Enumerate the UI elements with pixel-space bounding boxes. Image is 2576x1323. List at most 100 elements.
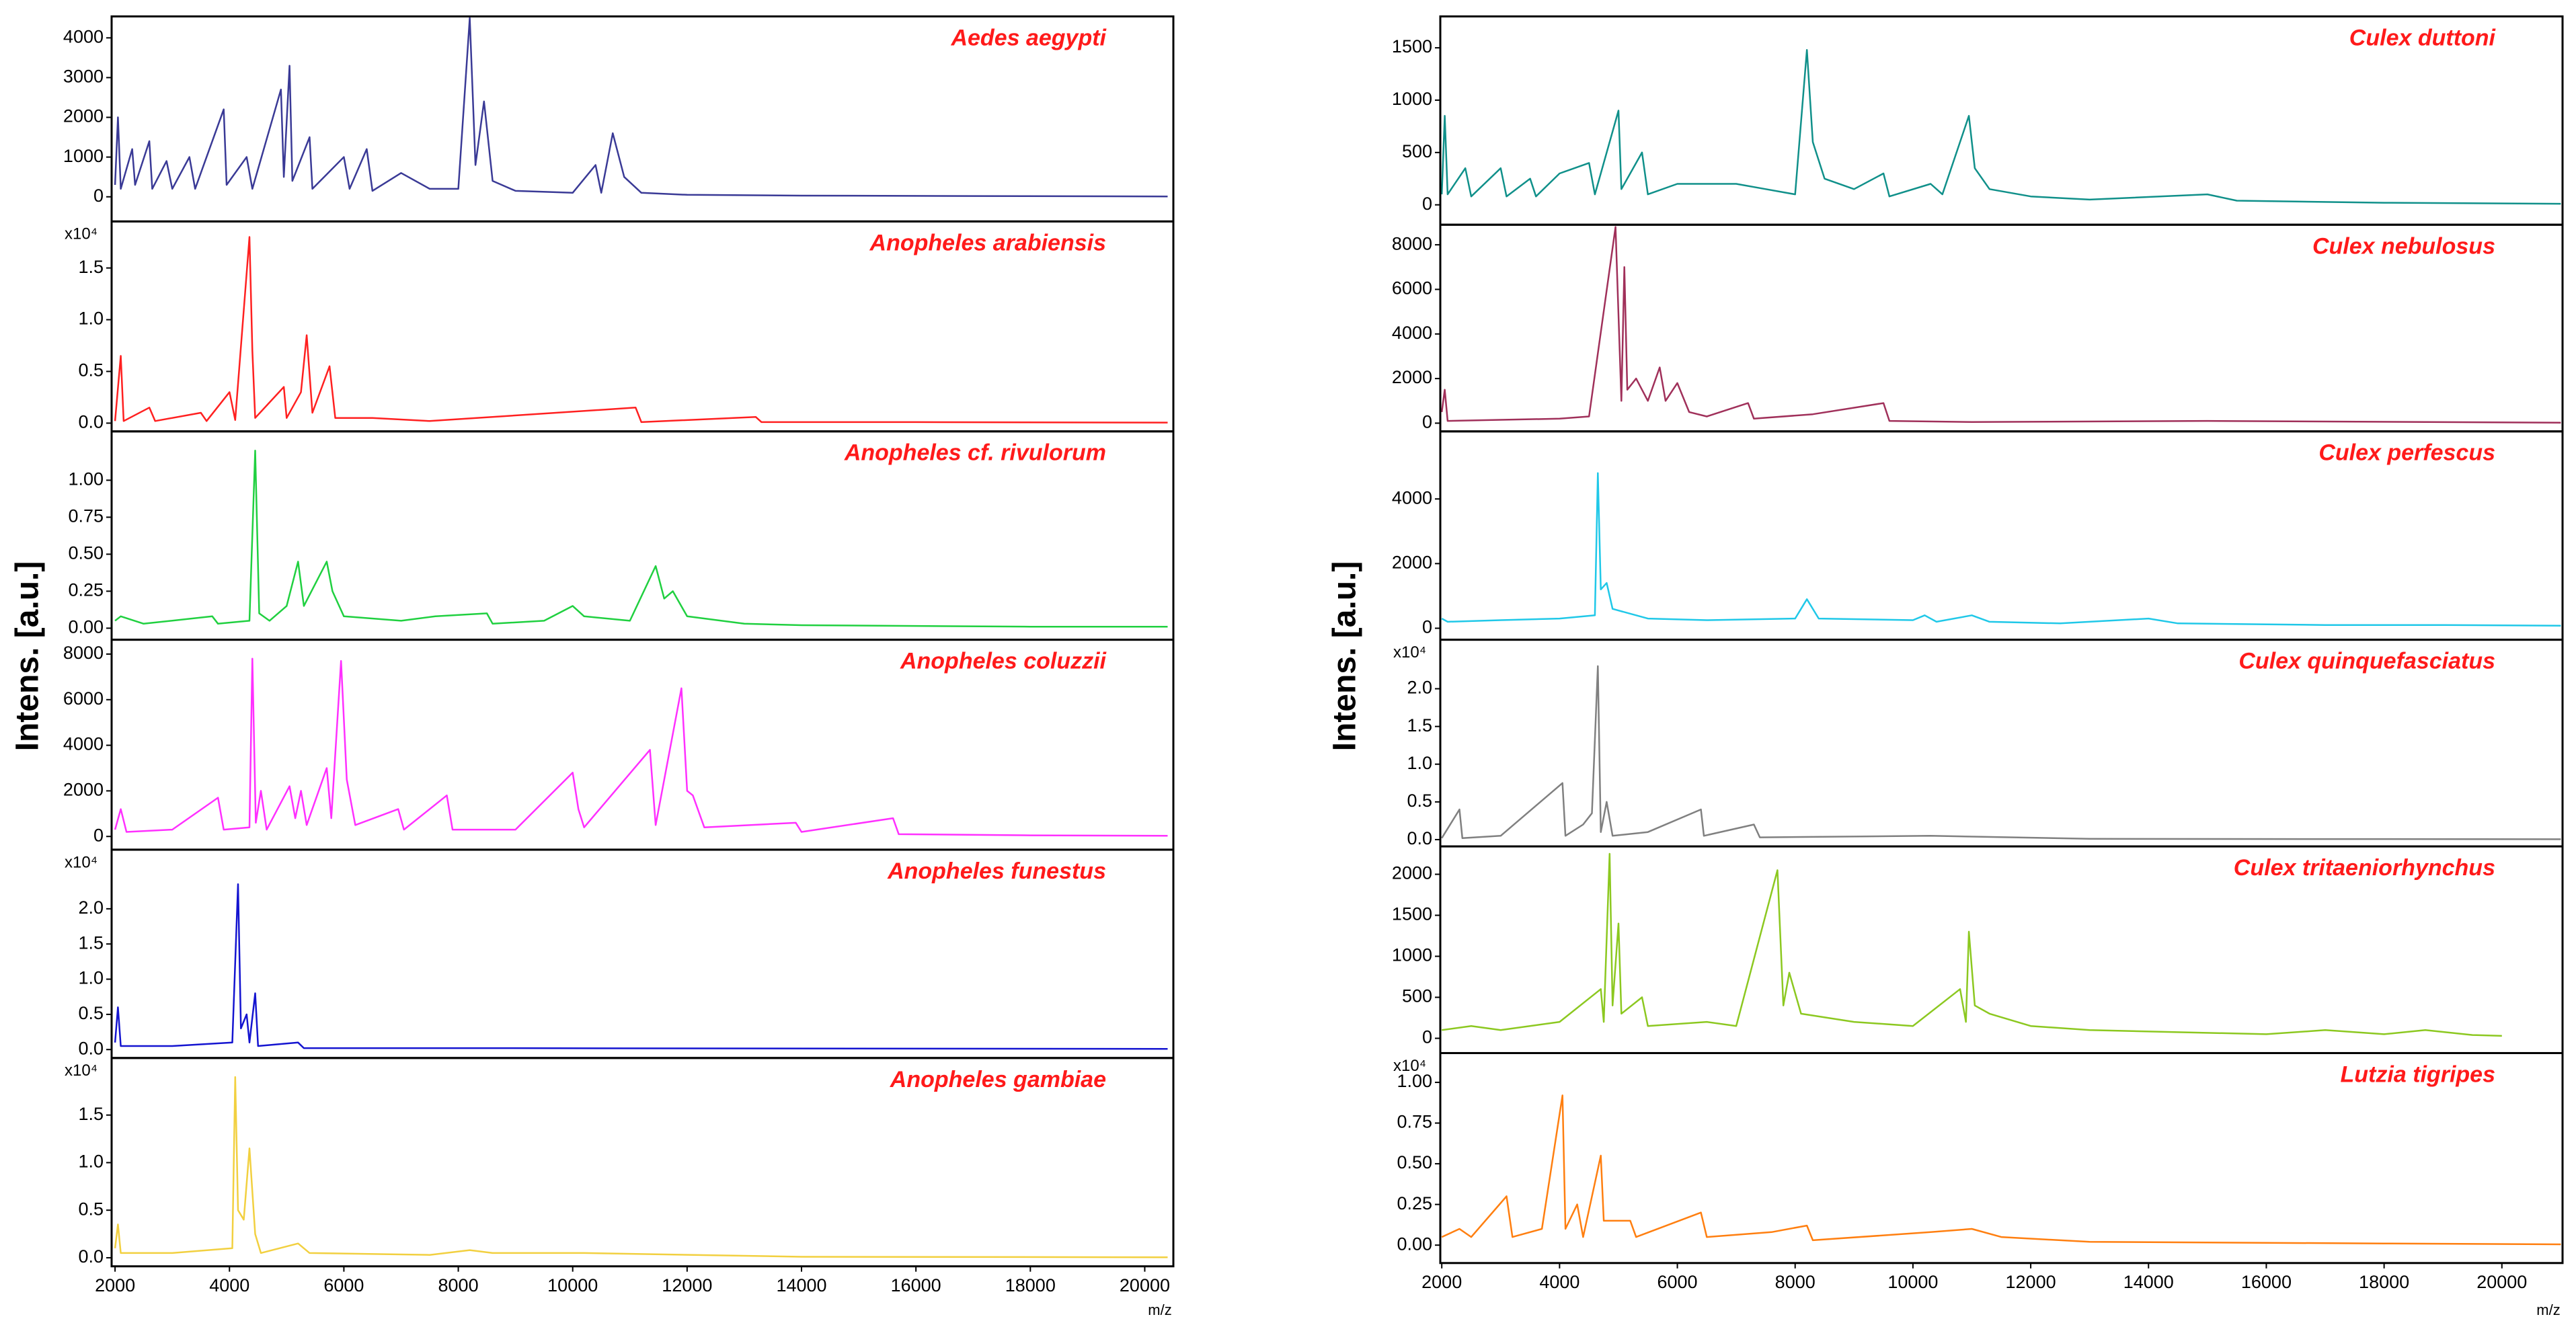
y-tick-label: 1000 xyxy=(63,146,104,166)
panel: 0.0 0.5 1.0 1.5 x10⁴ Anopheles arabiensis xyxy=(65,220,1175,433)
spectrum-line xyxy=(114,1076,1168,1258)
x-tick-label: 2000 xyxy=(1421,1272,1462,1292)
y-tick-label: 0.50 xyxy=(1397,1152,1432,1172)
panel: 0 2000 4000 6000 8000 Culex nebulosus xyxy=(1392,223,2564,433)
x-tick-label: 20000 xyxy=(1120,1275,1170,1295)
spectrum-line xyxy=(114,17,1168,198)
x-tick-label: 4000 xyxy=(1539,1272,1579,1292)
y-tick-label: 3000 xyxy=(63,67,104,87)
y-tick-label: 0.75 xyxy=(68,506,104,526)
y-multiplier: x10⁴ xyxy=(65,1061,97,1080)
y-tick-label: 1.0 xyxy=(78,968,104,988)
y-tick-label: 0.25 xyxy=(68,580,104,600)
x-tick-label: 6000 xyxy=(1657,1272,1698,1292)
y-tick-label: 2000 xyxy=(1392,552,1432,572)
panel: 0 2000 4000 Culex perfescus xyxy=(1392,430,2564,641)
y-tick-label: 0 xyxy=(1422,194,1432,214)
spectrum-line xyxy=(114,450,1168,628)
y-tick-label: 1.0 xyxy=(78,309,104,329)
panel: 0 500 1000 1500 2000 Culex tritaeniorhynchus xyxy=(1392,845,2564,1054)
x-axis-label: m/z xyxy=(2536,1301,2560,1318)
x-tick-label: 16000 xyxy=(2241,1272,2292,1292)
spectrum-line xyxy=(1440,226,2561,424)
x-tick-label: 14000 xyxy=(2123,1272,2174,1292)
y-tick-label: 4000 xyxy=(1392,323,1432,343)
y-tick-label: 0 xyxy=(1422,617,1432,637)
y-tick-label: 0.0 xyxy=(78,412,104,432)
y-tick-label: 4000 xyxy=(63,26,104,46)
y-tick-label: 1500 xyxy=(1392,904,1432,924)
spectrum-line xyxy=(114,657,1168,837)
y-tick-label: 1000 xyxy=(1392,945,1432,965)
panel: 0.0 0.5 1.0 1.5 2.0 x10⁴ Culex quinquefasciatu… xyxy=(1393,639,2564,848)
y-tick-label: 2000 xyxy=(1392,863,1432,883)
y-tick-label: 0.25 xyxy=(1397,1193,1432,1213)
y-tick-label: 0.00 xyxy=(68,617,104,637)
y-tick-label: 0.0 xyxy=(1407,828,1432,848)
x-tick-label: 2000 xyxy=(95,1275,135,1295)
y-tick-label: 0.0 xyxy=(78,1038,104,1058)
y-multiplier: x10⁴ xyxy=(65,225,97,243)
y-axis-label: Intens. [a.u.] xyxy=(10,561,46,752)
y-tick-label: 1.5 xyxy=(78,257,104,277)
y-tick-label: 6000 xyxy=(63,688,104,709)
x-tick-label: 8000 xyxy=(438,1275,479,1295)
y-tick-label: 1.5 xyxy=(78,932,104,953)
x-tick-label: 14000 xyxy=(776,1275,826,1295)
panel: 0 2000 4000 6000 8000 Anopheles coluzzii xyxy=(63,639,1175,851)
y-tick-label: 8000 xyxy=(1392,233,1432,253)
y-tick-label: 500 xyxy=(1402,141,1432,161)
x-tick-label: 6000 xyxy=(323,1275,364,1295)
y-tick-label: 2.0 xyxy=(78,897,104,918)
panel: 0.00 0.25 0.50 0.75 1.00 Anopheles cf. rivulo… xyxy=(68,430,1175,641)
x-tick-label: 8000 xyxy=(1775,1272,1816,1292)
y-tick-label: 0.50 xyxy=(68,543,104,563)
panel-title: Anopheles cf. rivulorum xyxy=(844,440,1106,466)
panel-title: Culex quinquefasciatus xyxy=(2238,649,2495,674)
x-tick-label: 20000 xyxy=(2476,1272,2527,1292)
y-tick-label: 1.0 xyxy=(78,1152,104,1172)
y-tick-label: 0 xyxy=(93,186,104,206)
y-tick-label: 0.5 xyxy=(1407,791,1432,811)
panel: 0.0 0.5 1.0 1.5 2.0 x10⁴ Anopheles funestus xyxy=(65,848,1175,1059)
panel-title: Culex tritaeniorhynchus xyxy=(2234,855,2495,881)
panel-title: Anopheles gambiae xyxy=(890,1067,1106,1092)
x-axis-label: m/z xyxy=(1148,1301,1171,1318)
y-multiplier: x10⁴ xyxy=(1393,643,1426,662)
y-tick-label: 4000 xyxy=(63,734,104,754)
spectrum-line xyxy=(1441,1094,2561,1246)
x-tick-label: 16000 xyxy=(891,1275,941,1295)
y-tick-label: 2000 xyxy=(63,106,104,126)
spectrum-line xyxy=(1441,665,2561,840)
spectrum-line xyxy=(114,236,1168,424)
panel-title: Lutzia tigripes xyxy=(2341,1061,2495,1087)
y-tick-label: 0.5 xyxy=(78,1199,104,1219)
y-axis-label: Intens. [a.u.] xyxy=(1327,561,1363,752)
panel: 0.00 0.25 0.50 0.75 1.00 2000 4000 6000 8000 1000… xyxy=(1393,1051,2564,1292)
y-tick-label: 1.0 xyxy=(1407,753,1432,773)
panel-title: Anopheles arabiensis xyxy=(869,230,1106,255)
panel: 0 1000 2000 3000 4000 Aedes aegypti xyxy=(63,15,1175,223)
y-tick-label: 1500 xyxy=(1392,36,1432,56)
spectrum-line xyxy=(1442,852,2502,1037)
x-tick-label: 12000 xyxy=(2006,1272,2056,1292)
y-tick-label: 2.0 xyxy=(1407,678,1432,698)
panel-title: Culex duttoni xyxy=(2349,25,2497,50)
panel-title: Anopheles funestus xyxy=(887,858,1106,884)
y-tick-label: 0.5 xyxy=(78,1003,104,1023)
x-tick-label: 10000 xyxy=(1887,1272,1938,1292)
panel: 0.0 0.5 1.0 1.5 2000 4000 6000 8000 10000 12000 14… xyxy=(65,1057,1175,1295)
y-tick-label: 0 xyxy=(1422,412,1432,432)
y-tick-label: 1.5 xyxy=(78,1104,104,1124)
y-multiplier: x10⁴ xyxy=(1393,1057,1426,1075)
x-tick-label: 18000 xyxy=(2359,1272,2409,1292)
y-tick-label: 1.5 xyxy=(1407,715,1432,735)
y-tick-label: 6000 xyxy=(1392,278,1432,298)
panel: 0 500 1000 1500 Culex duttoni xyxy=(1392,15,2564,226)
y-tick-label: 8000 xyxy=(63,643,104,663)
panel-title: Aedes aegypti xyxy=(950,25,1107,50)
y-tick-label: 500 xyxy=(1402,986,1432,1006)
y-tick-label: 4000 xyxy=(1392,487,1432,508)
y-tick-label: 0 xyxy=(1422,1027,1432,1047)
